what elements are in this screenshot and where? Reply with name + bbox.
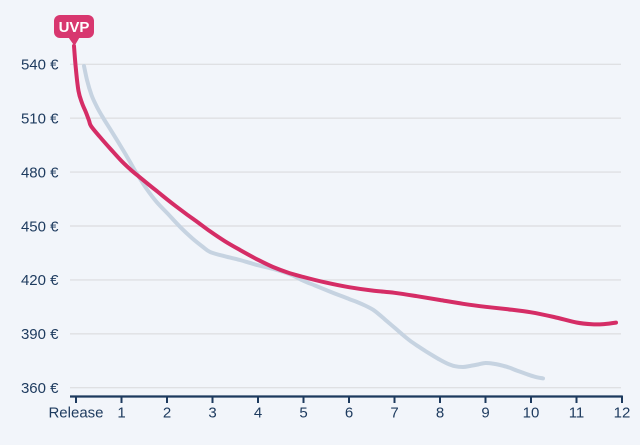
- svg-text:7: 7: [390, 405, 398, 422]
- svg-text:390 €: 390 €: [21, 326, 59, 343]
- svg-text:UVP: UVP: [59, 19, 90, 36]
- svg-text:6: 6: [345, 405, 353, 422]
- svg-text:480 €: 480 €: [21, 164, 59, 181]
- svg-text:4: 4: [254, 405, 262, 422]
- svg-text:450 €: 450 €: [21, 218, 59, 235]
- svg-text:11: 11: [569, 405, 585, 422]
- svg-text:5: 5: [299, 405, 307, 422]
- svg-text:12: 12: [614, 405, 631, 422]
- svg-text:8: 8: [436, 405, 444, 422]
- svg-text:9: 9: [481, 405, 489, 422]
- svg-text:360 €: 360 €: [21, 380, 59, 397]
- svg-text:Release: Release: [48, 405, 103, 422]
- svg-text:1: 1: [117, 405, 125, 422]
- svg-text:510 €: 510 €: [21, 111, 59, 128]
- svg-text:420 €: 420 €: [21, 272, 59, 289]
- svg-text:10: 10: [523, 405, 540, 422]
- svg-text:540 €: 540 €: [21, 57, 59, 74]
- svg-text:3: 3: [208, 405, 216, 422]
- svg-text:2: 2: [163, 405, 171, 422]
